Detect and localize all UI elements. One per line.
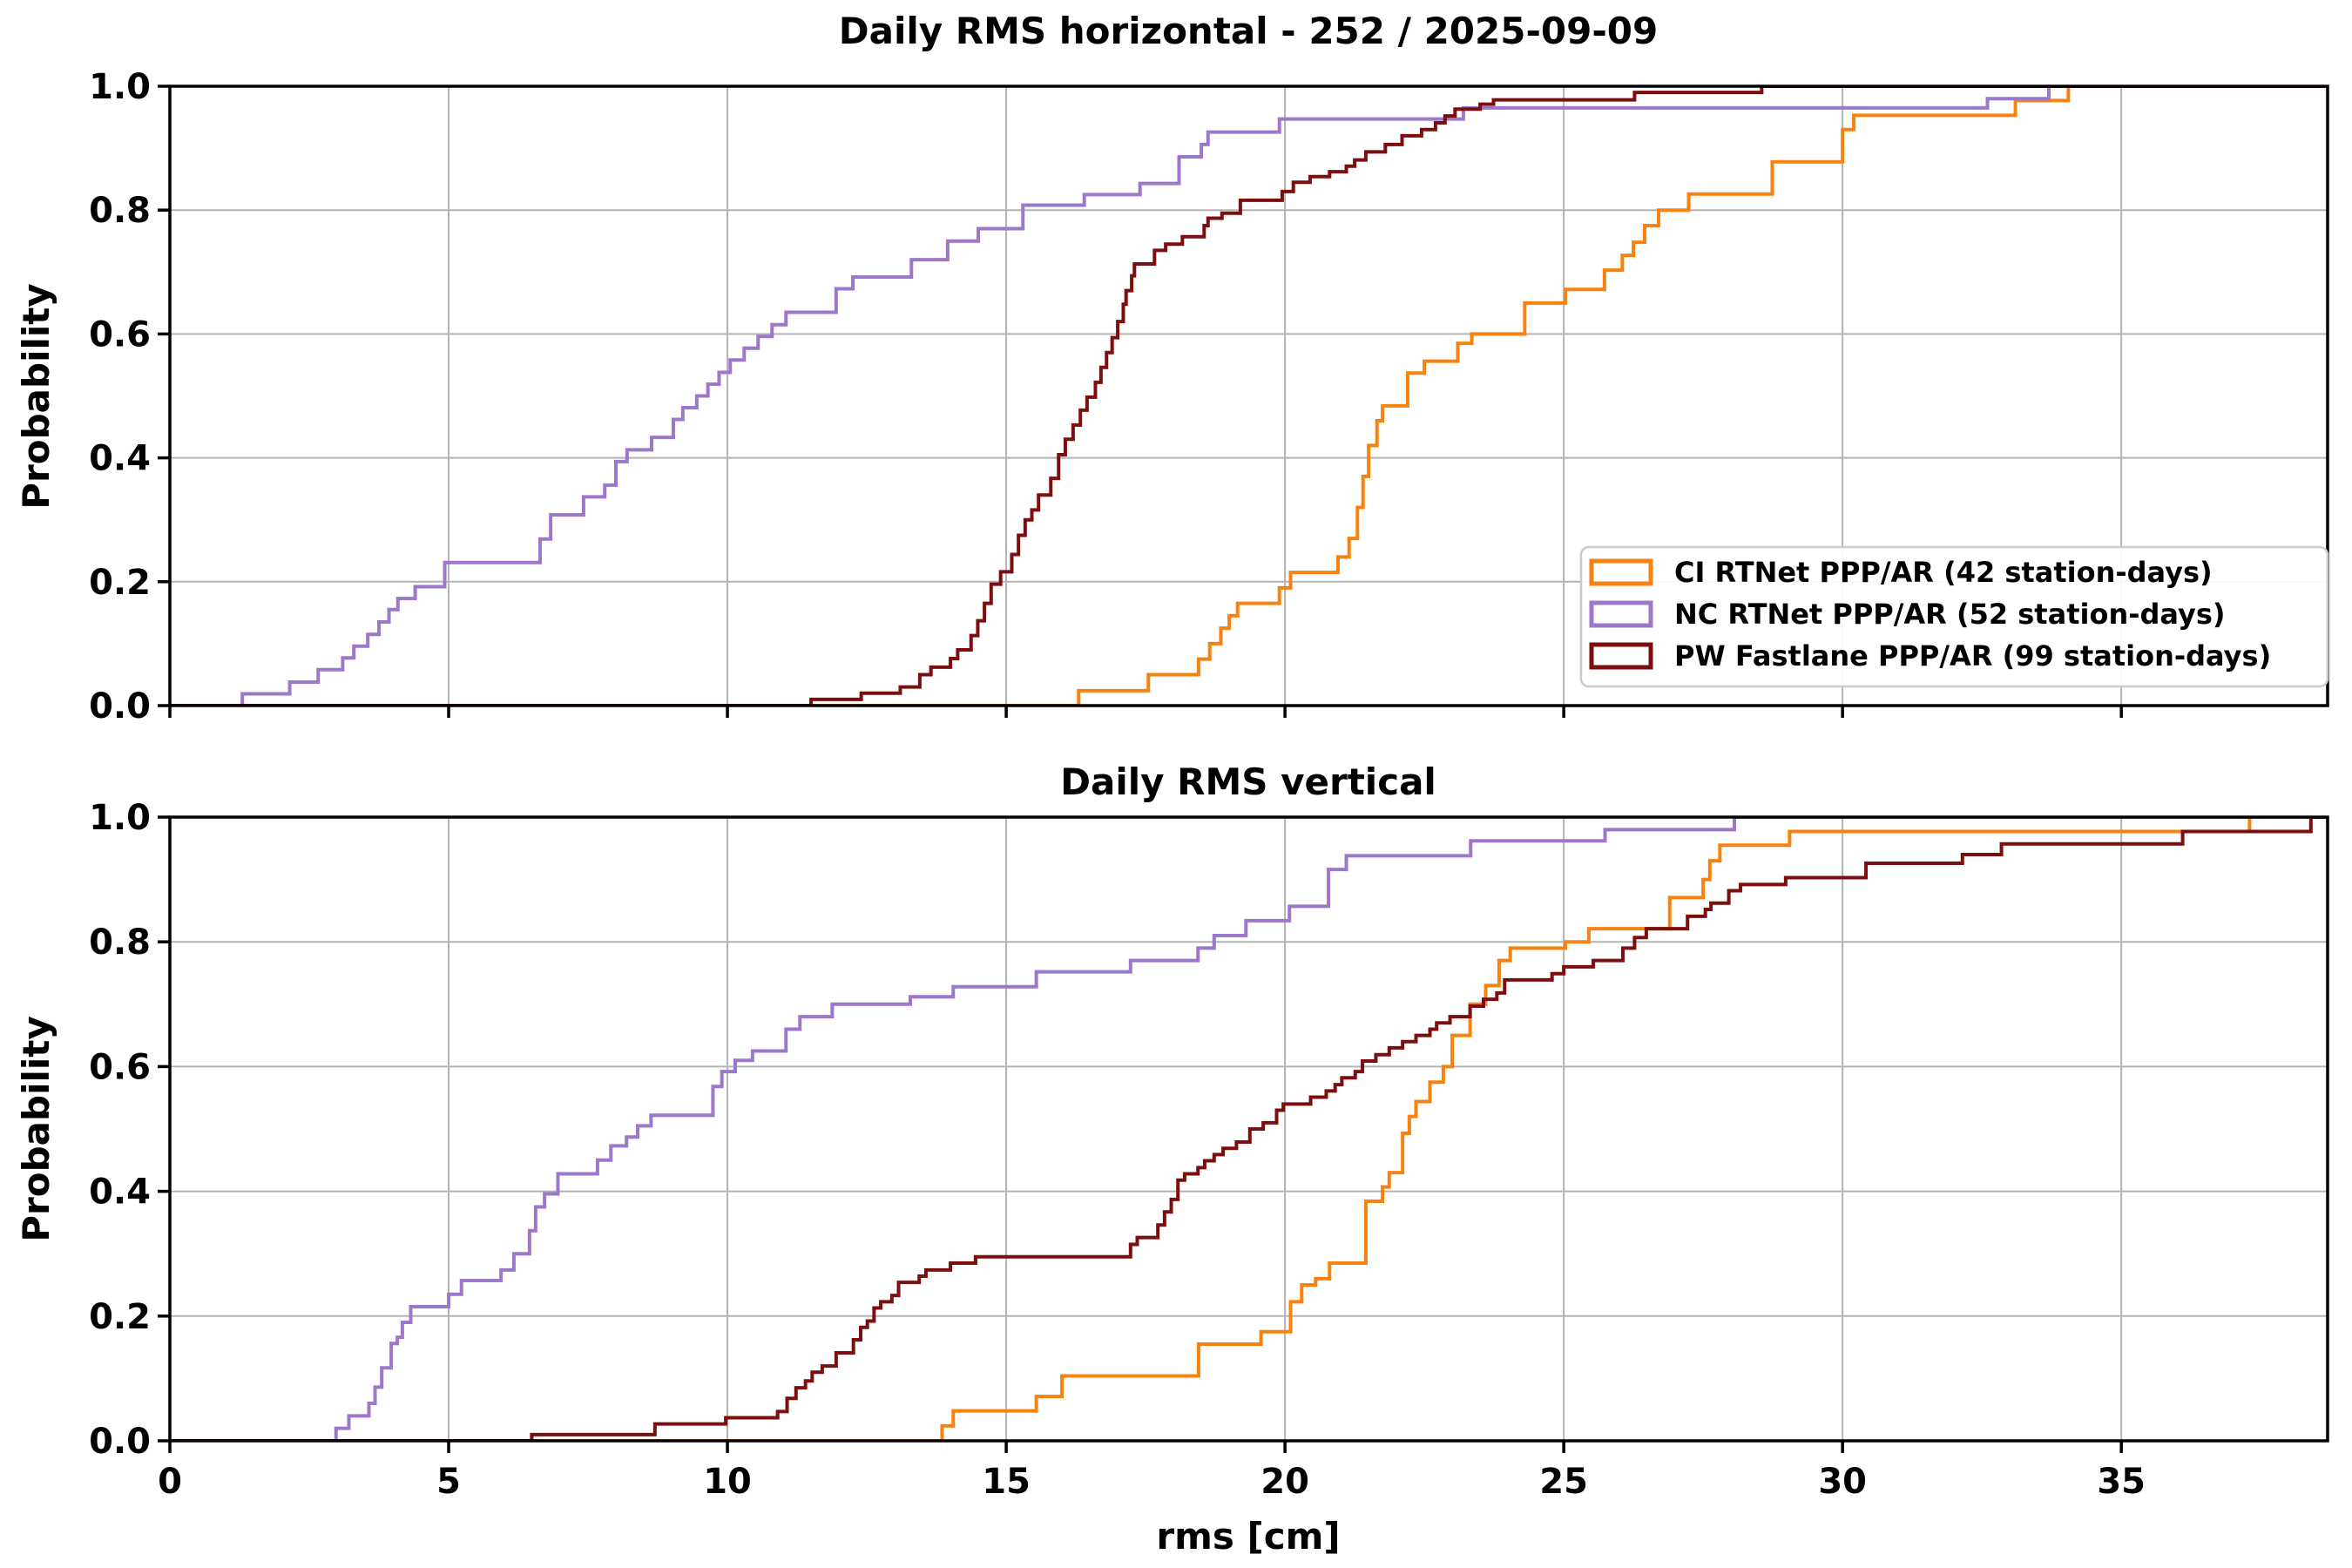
y-tick-label: 0.8 <box>89 923 151 963</box>
subplot-0: 0.0 0.2 0.4 0.6 0.8 1.0 CI RTNet PPP/AR (42 st… <box>89 67 2329 727</box>
legend-label-1: NC RTNet PPP/AR (52 station-days) <box>1674 598 2226 631</box>
y-tick-label: 0.6 <box>89 314 151 355</box>
legend-swatch-1 <box>1589 600 1653 628</box>
legend-swatch-0 <box>1589 558 1653 586</box>
y-tick-label: 0.6 <box>89 1047 151 1087</box>
y-tick-label: 1.0 <box>89 67 151 107</box>
x-tick-label: 5 <box>436 1462 461 1502</box>
ticks <box>158 815 2123 1453</box>
grid <box>170 86 2328 706</box>
legend-label-2: PW Fastlane PPP/AR (99 station-days) <box>1674 639 2271 672</box>
y-tick-label: 1.0 <box>89 798 151 838</box>
legend-swatch-2 <box>1589 642 1653 670</box>
y-tick-label: 0.4 <box>89 439 151 479</box>
ecdf-line-1 <box>170 817 2328 1441</box>
bottom-plot-title: Daily RMS vertical <box>1060 760 1436 803</box>
subplot-1: 0 5 10 15 20 25 30 35 0.0 0.2 0.4 0.6 0.8 1.0 <box>89 798 2329 1502</box>
ecdf-line-0 <box>170 86 2328 706</box>
y-axis-label-bottom: Probability <box>15 1016 57 1241</box>
x-tick-label: 20 <box>1260 1462 1309 1502</box>
grid <box>170 817 2328 1441</box>
y-tick-label: 0.0 <box>89 686 151 727</box>
legend-label-0: CI RTNet PPP/AR (42 station-days) <box>1674 556 2213 589</box>
x-tick-label: 10 <box>703 1462 752 1502</box>
top-plot-title: Daily RMS horizontal - 252 / 2025-09-09 <box>839 10 1658 52</box>
x-tick-label: 25 <box>1539 1462 1588 1502</box>
y-tick-label: 0.4 <box>89 1173 151 1213</box>
spines <box>168 815 2329 1443</box>
ecdf-line-2 <box>170 817 2328 1441</box>
x-tick-label: 35 <box>2097 1462 2146 1502</box>
series-group <box>170 86 2328 706</box>
y-tick-label: 0.8 <box>89 191 151 231</box>
x-tick-label: 0 <box>158 1462 182 1502</box>
y-tick-label: 0.2 <box>89 1297 151 1337</box>
plots-layer: 0.0 0.2 0.4 0.6 0.8 1.0 CI RTNet PPP/AR (42 st… <box>89 67 2329 1502</box>
x-tick-label: 15 <box>982 1462 1031 1502</box>
legend-box <box>1579 545 2329 688</box>
ecdf-line-0 <box>170 817 2328 1441</box>
y-tick-label: 0.2 <box>89 563 151 603</box>
spines <box>168 84 2329 707</box>
y-axis-label-top: Probability <box>15 283 57 509</box>
y-tick-label: 0.0 <box>89 1422 151 1462</box>
x-tick-label: 30 <box>1818 1462 1867 1502</box>
ecdf-line-1 <box>170 86 2328 706</box>
ecdf-line-2 <box>170 86 2328 706</box>
series-group <box>170 817 2328 1441</box>
legend: CI RTNet PPP/AR (42 station-days) NC RTNe… <box>1579 545 2329 688</box>
x-axis-label: rms [cm] <box>1156 1515 1340 1558</box>
ticks <box>158 84 2123 718</box>
